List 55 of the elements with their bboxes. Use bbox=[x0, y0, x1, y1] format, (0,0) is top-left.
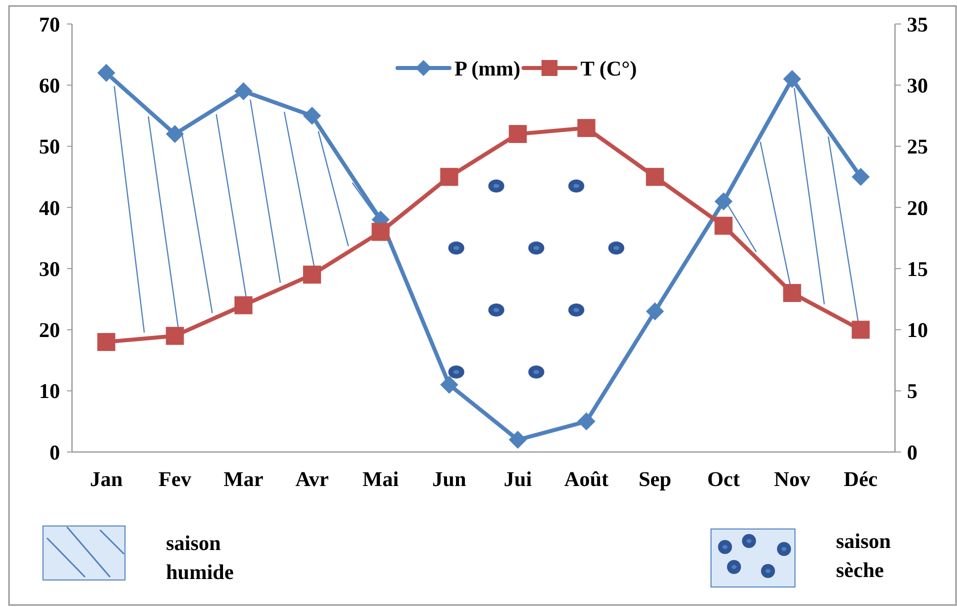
point bbox=[303, 266, 322, 284]
x-tick-label: Jan bbox=[90, 467, 123, 491]
point bbox=[852, 168, 870, 186]
point bbox=[303, 106, 322, 125]
x-tick-label: Jui bbox=[504, 467, 532, 491]
x-tick-label: Oct bbox=[707, 467, 740, 491]
y-tick-label: 40 bbox=[39, 196, 60, 220]
legend-label: P (mm) bbox=[454, 56, 520, 80]
point bbox=[440, 376, 458, 394]
point bbox=[646, 168, 664, 186]
y2-tick-label: 0 bbox=[907, 440, 918, 464]
y2-tick-label: 20 bbox=[907, 196, 928, 220]
point bbox=[97, 64, 116, 82]
point bbox=[372, 222, 390, 241]
y-tick-label: 10 bbox=[39, 379, 60, 404]
point bbox=[646, 302, 664, 320]
y2-tick-label: 5 bbox=[907, 379, 918, 404]
y-tick-label: 30 bbox=[39, 256, 60, 281]
point bbox=[783, 284, 802, 302]
x-tick-label: Mai bbox=[362, 467, 399, 491]
point bbox=[234, 82, 252, 100]
point bbox=[440, 168, 458, 186]
point bbox=[577, 118, 596, 137]
x-tick-label: Nov bbox=[774, 467, 811, 491]
x-tick-label: Avr bbox=[295, 467, 329, 491]
x-tick-label: Mar bbox=[224, 467, 264, 491]
point bbox=[783, 70, 802, 88]
y-tick-label: 0 bbox=[50, 440, 60, 464]
text: saison sèche bbox=[836, 529, 892, 582]
y-tick-label: 20 bbox=[39, 318, 60, 342]
point bbox=[852, 320, 870, 339]
point bbox=[166, 125, 184, 144]
point bbox=[166, 326, 184, 345]
y-tick-label: 50 bbox=[39, 134, 60, 159]
y2-tick-label: 30 bbox=[907, 73, 928, 98]
x-tick-label: Déc bbox=[844, 467, 878, 491]
legend-label: T (C°) bbox=[580, 56, 637, 80]
x-tick-label: Sep bbox=[638, 467, 672, 491]
y2-tick-label: 25 bbox=[907, 134, 928, 159]
text: saison humide bbox=[166, 531, 234, 584]
x-tick-label: Fev bbox=[158, 467, 192, 491]
point bbox=[508, 125, 527, 144]
x-tick-label: Août bbox=[564, 467, 609, 491]
y2-tick-label: 35 bbox=[907, 12, 928, 36]
point bbox=[714, 216, 733, 235]
point bbox=[97, 332, 116, 351]
point bbox=[508, 430, 527, 449]
y-tick-label: 70 bbox=[39, 12, 60, 36]
y2-tick-label: 15 bbox=[907, 256, 928, 281]
point bbox=[577, 412, 596, 430]
y-tick-label: 60 bbox=[39, 73, 60, 98]
point bbox=[234, 296, 252, 314]
point bbox=[714, 192, 733, 210]
y2-tick-label: 10 bbox=[907, 318, 928, 342]
x-tick-label: Jun bbox=[432, 467, 466, 491]
